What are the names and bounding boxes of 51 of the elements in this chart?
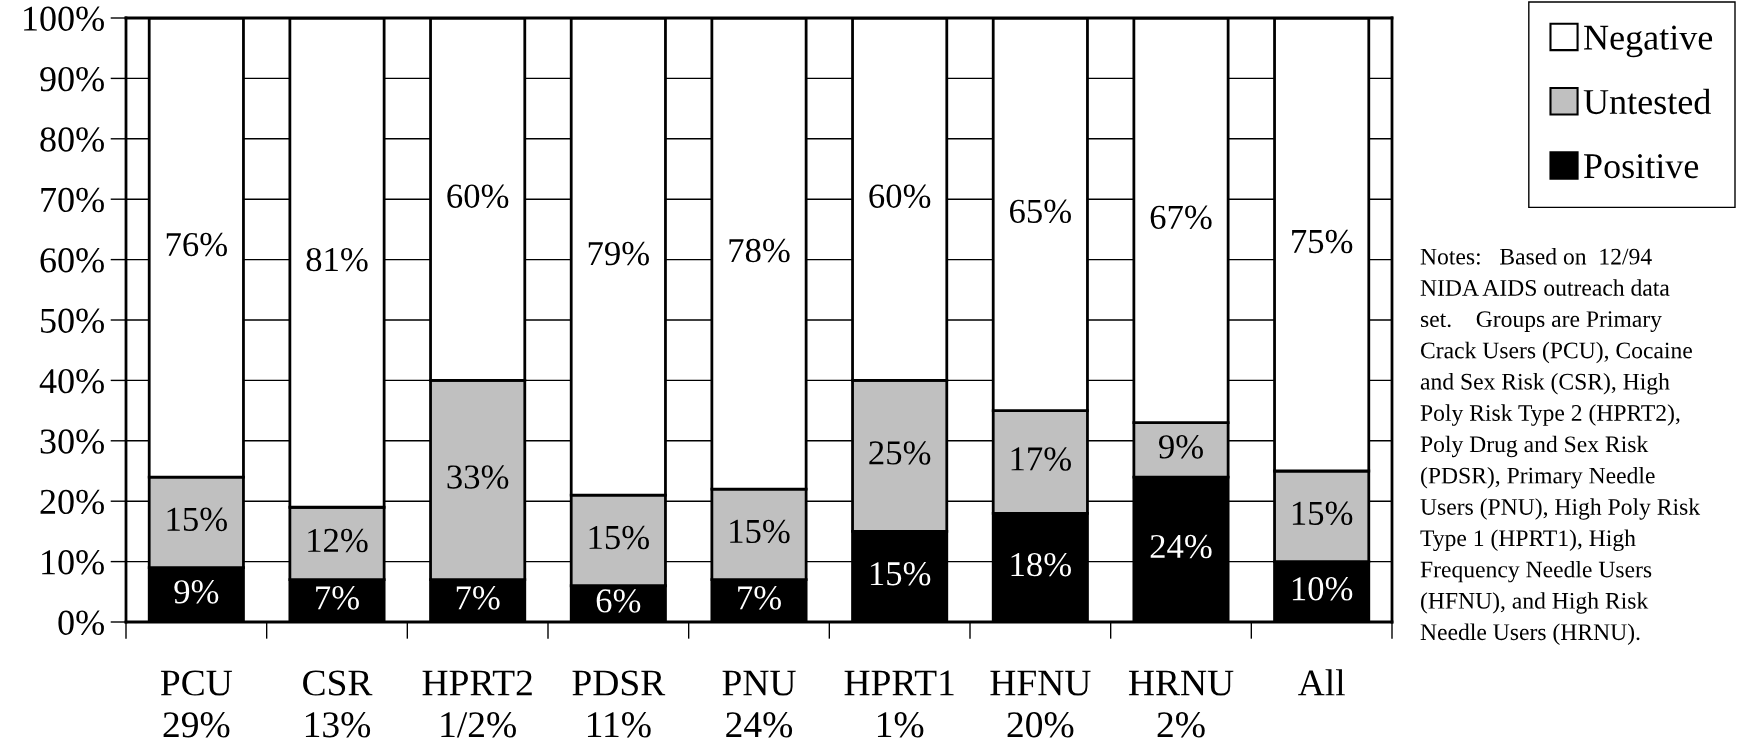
data-label: 7% xyxy=(456,586,500,610)
y-tick-label: 0% xyxy=(58,610,104,635)
data-label: 15% xyxy=(1292,501,1353,526)
data-label: 65% xyxy=(1010,199,1071,224)
data-label: 60% xyxy=(869,184,931,209)
data-label: 76% xyxy=(166,232,227,257)
data-label: 15% xyxy=(589,525,649,550)
data-label: 12% xyxy=(308,528,368,553)
x-tick-label: PCU 29% xyxy=(160,670,233,738)
data-label: 15% xyxy=(167,507,227,532)
legend-label: Untested xyxy=(1583,88,1711,115)
y-tick-label: 30% xyxy=(40,429,104,454)
x-tick-label: PDSR 11% xyxy=(572,670,666,738)
data-label: 75% xyxy=(1292,229,1353,254)
y-tick-label: 40% xyxy=(39,368,104,394)
data-label: 9% xyxy=(1158,435,1203,459)
y-tick-label: 20% xyxy=(40,489,104,515)
legend-label: Negative xyxy=(1584,25,1713,58)
x-tick-label: HPRT1 1% xyxy=(844,670,954,738)
data-label: 79% xyxy=(588,241,649,266)
data-label: 15% xyxy=(730,519,790,544)
y-tick-label: 90% xyxy=(40,66,104,92)
data-label: 15% xyxy=(870,561,931,586)
data-label: 18% xyxy=(1011,552,1071,577)
data-label: 9% xyxy=(174,580,219,604)
data-label: 81% xyxy=(306,247,368,272)
data-label: 25% xyxy=(869,441,931,465)
y-tick-label: 80% xyxy=(40,127,104,152)
x-tick-label: HRNU 2% xyxy=(1128,670,1234,738)
data-label: 6% xyxy=(596,589,641,613)
data-label: 7% xyxy=(738,586,781,610)
x-tick-label: HFNU 20% xyxy=(990,670,1091,738)
y-tick-label: 70% xyxy=(41,187,104,213)
legend-label: Positive xyxy=(1584,154,1699,179)
y-tick-label: 60% xyxy=(40,248,104,273)
x-tick-label: CSR 13% xyxy=(303,670,373,738)
y-tick-label: 10% xyxy=(42,550,104,575)
data-label: 60% xyxy=(447,184,509,209)
data-label: 17% xyxy=(1011,447,1071,471)
data-label: 78% xyxy=(729,238,790,263)
text: Notes: Based on 12/94 NIDA AIDS outreach data set. Groups are Primary Crack Users (PCU), Cocaine and Sex Risk (CSR), High Poly Risk Type 2 (HPRT2), Poly Drug and Sex Risk (PDSR), Primary Needle Users (PNU), High Poly Risk Type 1 (HPRT1), High Frequency Needle Users (HFNU), and High Risk Needle Users (HRNU). xyxy=(1420,248,1701,645)
data-label: 33% xyxy=(447,465,509,489)
x-tick-label: All xyxy=(1298,669,1345,696)
data-label: 10% xyxy=(1292,577,1353,601)
y-tick-label: 100% xyxy=(24,6,104,31)
x-tick-label: HPRT2 1/2% xyxy=(422,670,532,738)
y-tick-label: 50% xyxy=(41,308,104,333)
x-tick-label: PNU 24% xyxy=(722,670,796,738)
data-label: 7% xyxy=(316,586,359,610)
data-label: 24% xyxy=(1150,534,1212,559)
data-label: 67% xyxy=(1150,205,1212,230)
